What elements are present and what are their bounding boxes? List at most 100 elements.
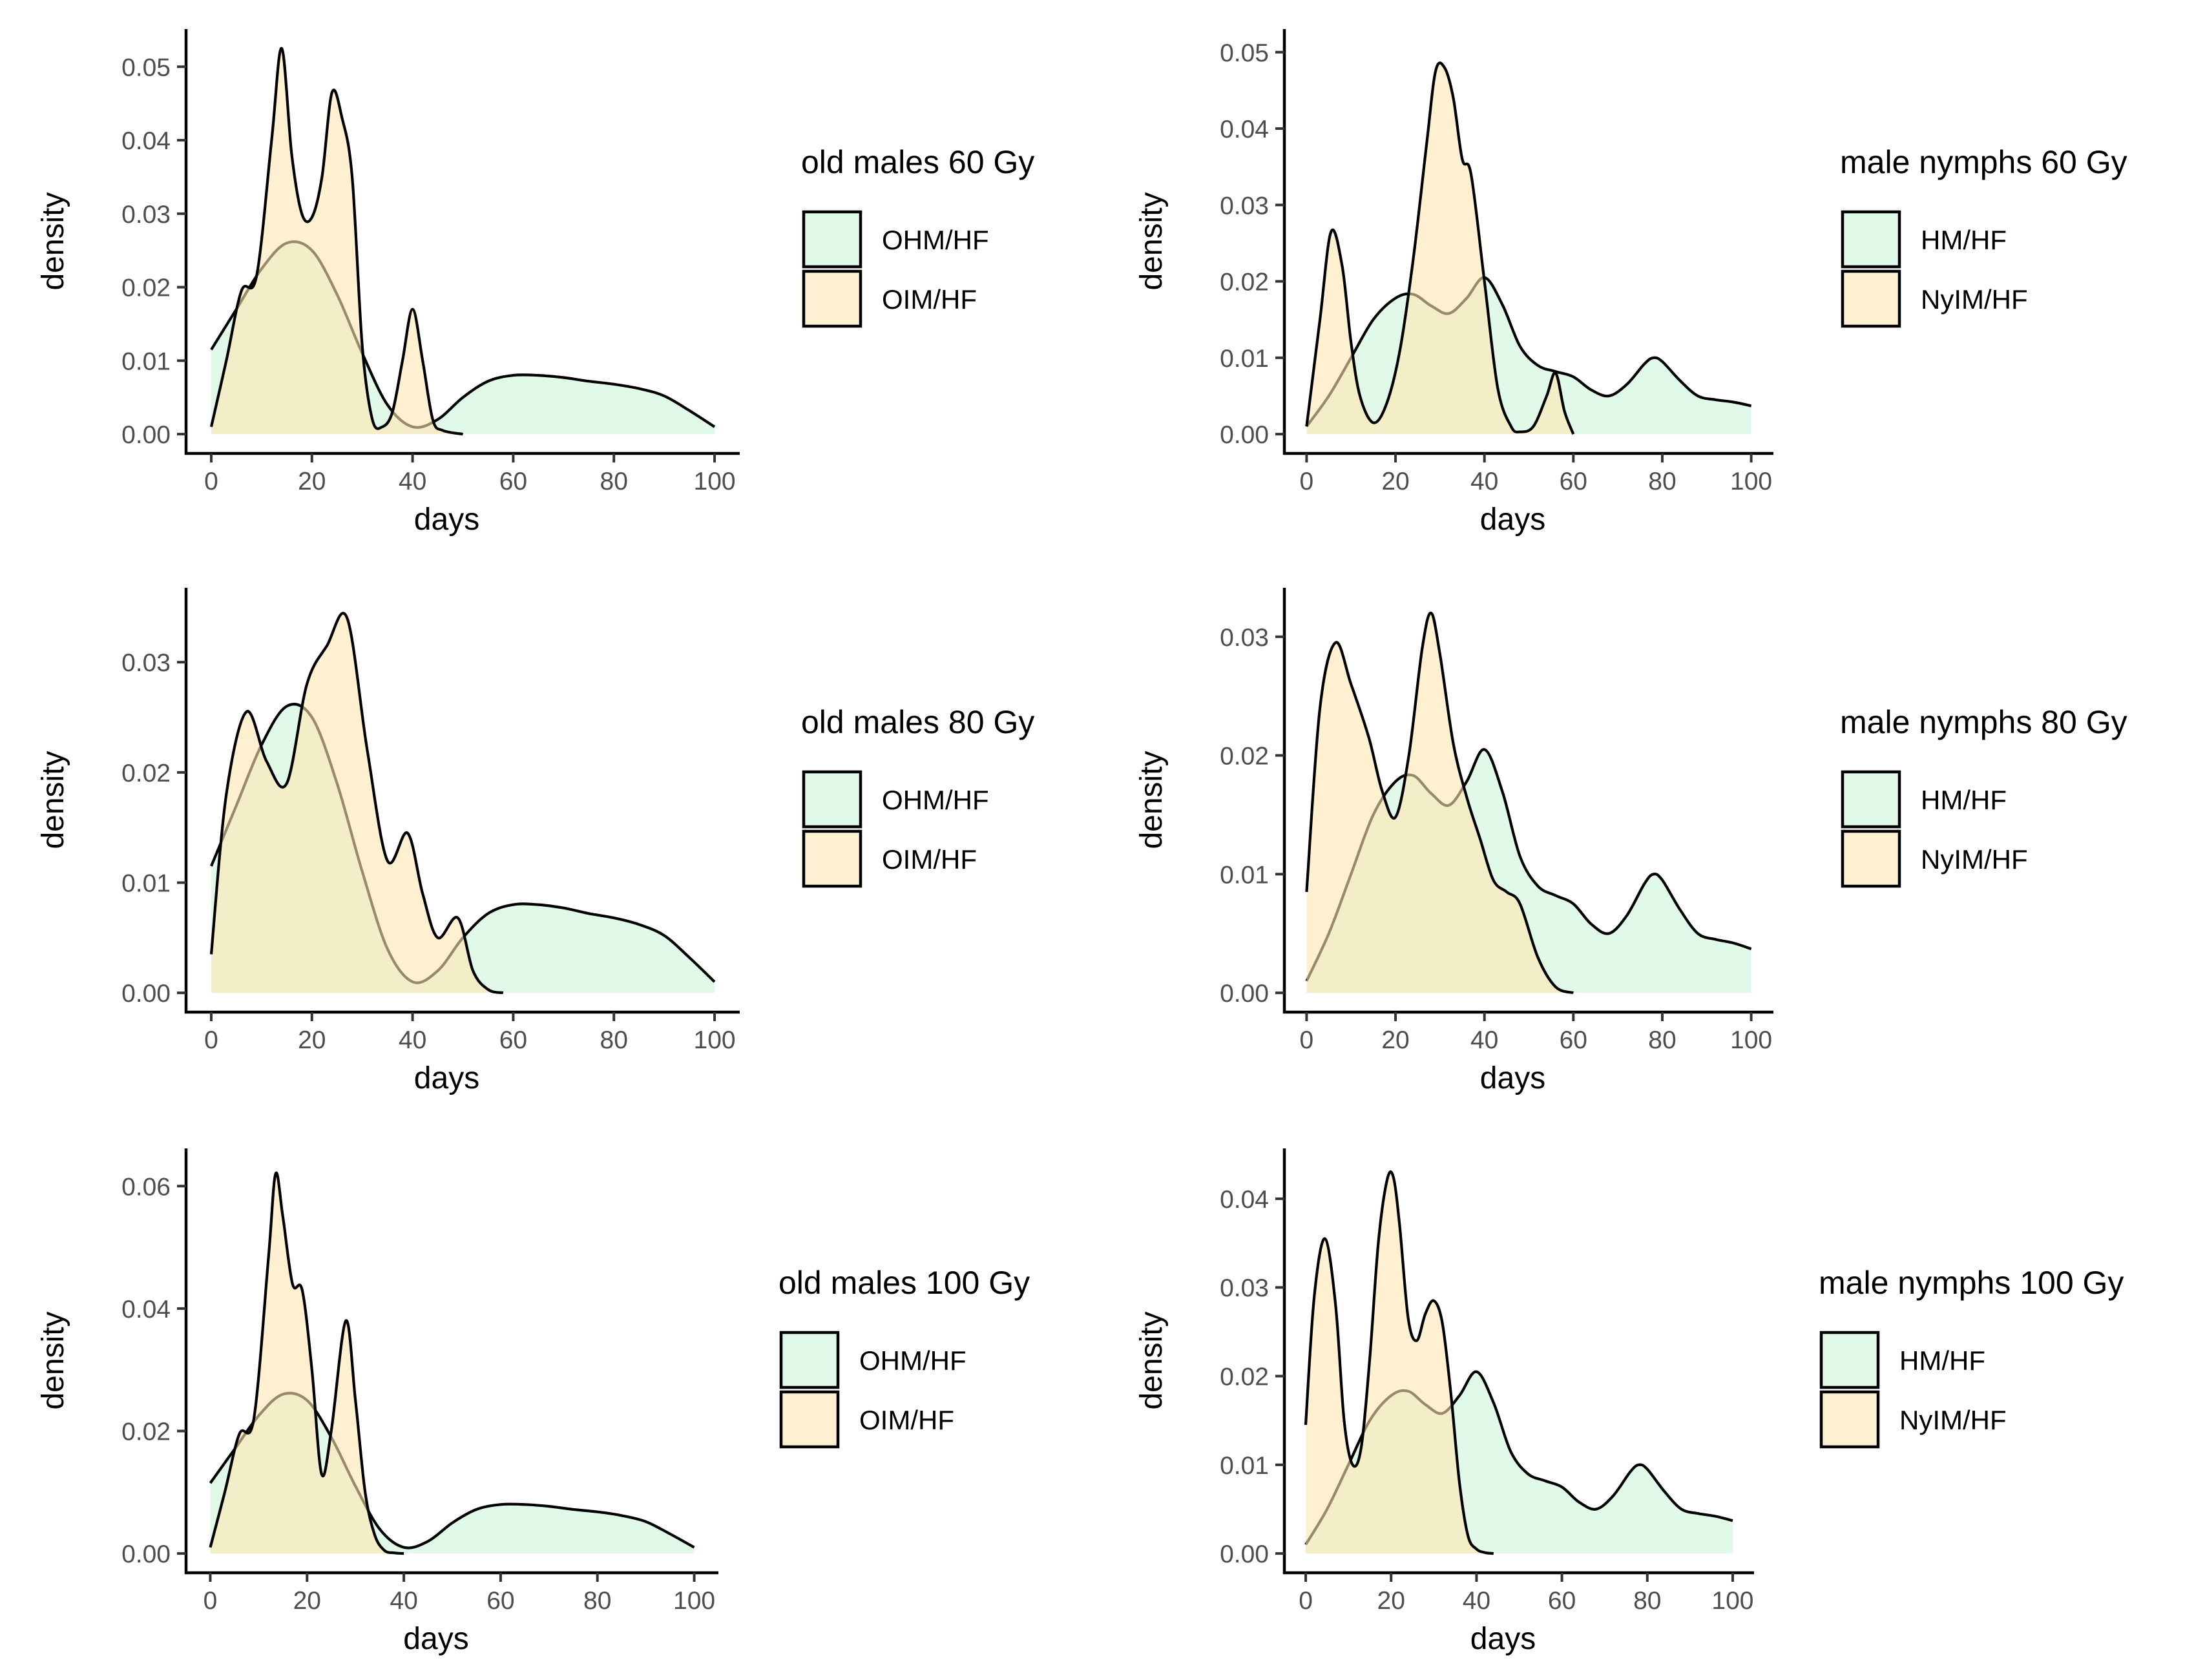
legend-key-oim-hf (802, 269, 862, 328)
y-tick-label: 0.04 (121, 127, 171, 155)
legend-label-hm-hf: HM/HF (1921, 785, 2007, 815)
x-tick-label: 20 (298, 468, 326, 495)
y-tick-label: 0.01 (121, 347, 171, 375)
y-axis-title: density (1134, 751, 1169, 849)
legend-key-nyim-hf (1841, 269, 1901, 328)
density-line-nyim-hf (1305, 612, 1574, 995)
legend: male nymphs 60 Gy HM/HF NyIM/HF (1840, 144, 2127, 328)
y-tick-label: 0.00 (1220, 421, 1269, 449)
legend-title: old males 100 Gy (779, 1265, 1030, 1301)
x-tick-label: 60 (499, 1026, 527, 1054)
x-tick-label: 60 (1548, 1587, 1576, 1615)
legend-label-ohm-hf: OHM/HF (859, 1345, 967, 1376)
y-tick-label: 0.06 (121, 1173, 171, 1201)
panel-old-males-100: 0 20 40 60 80 100 0.00 0.02 0.04 0.06 days density o… (36, 1148, 1030, 1656)
x-tick-label: 20 (298, 1026, 326, 1054)
panel-old-males-60: 0 20 40 60 80 100 0.00 0.01 0.02 0.03 0.04 0.05 days… (36, 29, 1034, 537)
x-tick-label: 60 (1560, 1026, 1587, 1054)
legend-key-ohm-hf (802, 210, 862, 269)
density-line-hm-hf (1305, 276, 1752, 428)
y-tick-label: 0.03 (1220, 624, 1269, 652)
legend-title: male nymphs 60 Gy (1840, 144, 2127, 180)
x-tick-label: 0 (1300, 1026, 1314, 1054)
legend-key-oim-hf (779, 1390, 840, 1449)
density-area-nyim-hf (1306, 613, 1574, 993)
x-tick-label: 100 (1730, 468, 1772, 495)
x-tick-label: 60 (1560, 468, 1587, 495)
x-tick-label: 100 (673, 1587, 715, 1615)
x-tick-label: 0 (204, 1587, 218, 1615)
x-tick-label: 100 (694, 468, 736, 495)
y-tick-label: 0.00 (1220, 980, 1269, 1008)
y-tick-label: 0.01 (121, 869, 171, 897)
x-tick-label: 80 (583, 1587, 611, 1615)
x-tick-label: 80 (1648, 1026, 1676, 1054)
y-tick-label: 0.00 (121, 980, 171, 1008)
panel-male-nymphs-100: 0 20 40 60 80 100 0.00 0.01 0.02 0.03 0.04 days dens… (1134, 1148, 2124, 1656)
density-line-nyim-hf (1305, 61, 1575, 435)
x-tick-label: 100 (1711, 1587, 1753, 1615)
y-tick-label: 0.00 (121, 1540, 171, 1568)
x-tick-label: 20 (1377, 1587, 1405, 1615)
y-tick-label: 0.02 (1220, 269, 1269, 296)
y-axis-title: density (36, 1311, 70, 1409)
legend-label-hm-hf: HM/HF (1899, 1345, 1985, 1376)
x-axis-title: days (1480, 1061, 1545, 1095)
legend-title: male nymphs 80 Gy (1840, 704, 2127, 740)
y-tick-label: 0.03 (1220, 192, 1269, 220)
x-tick-label: 20 (1381, 1026, 1409, 1054)
legend-label-nyim-hf: NyIM/HF (1921, 844, 2028, 875)
x-tick-label: 40 (1463, 1587, 1490, 1615)
x-tick-label: 80 (1648, 468, 1676, 495)
legend-key-hm-hf (1841, 210, 1901, 269)
y-axis-title: density (1134, 1311, 1169, 1409)
legend-label-oim-hf: OIM/HF (882, 284, 977, 315)
x-tick-label: 40 (390, 1587, 417, 1615)
legend-label-nyim-hf: NyIM/HF (1899, 1405, 2007, 1435)
density-area-oim-hf (210, 1172, 404, 1554)
x-tick-label: 0 (1300, 468, 1314, 495)
legend-key-hm-hf (1819, 1331, 1880, 1389)
density-area-nyim-hf (1306, 63, 1574, 435)
density-line-oim-hf (209, 1171, 404, 1555)
density-line-nyim-hf (1304, 1170, 1494, 1555)
x-axis-title: days (414, 503, 479, 537)
density-line-oim-hf (209, 47, 463, 436)
legend-label-oim-hf: OIM/HF (859, 1405, 954, 1435)
y-axis-title: density (36, 192, 70, 290)
legend-label-oim-hf: OIM/HF (882, 844, 977, 875)
x-axis-title: days (414, 1061, 479, 1095)
panel-old-males-80: 0 20 40 60 80 100 0.00 0.01 0.02 0.03 days density o… (36, 588, 1034, 1095)
legend-key-hm-hf (1841, 770, 1901, 829)
density-line-hm-hf (1305, 748, 1752, 982)
y-tick-label: 0.02 (1220, 1364, 1269, 1391)
y-tick-label: 0.04 (1220, 116, 1269, 143)
x-tick-label: 80 (1633, 1587, 1661, 1615)
panel-male-nymphs-60: 0 20 40 60 80 100 0.00 0.01 0.02 0.03 0.04 0.05 days… (1134, 29, 2127, 537)
density-area-oim-hf (211, 48, 463, 435)
y-tick-label: 0.02 (121, 1418, 171, 1446)
x-tick-label: 100 (1730, 1026, 1772, 1054)
x-tick-label: 60 (499, 468, 527, 495)
density-area-oim-hf (211, 613, 503, 993)
legend-title: male nymphs 100 Gy (1819, 1265, 2124, 1301)
y-tick-label: 0.01 (1220, 1452, 1269, 1480)
y-tick-label: 0.01 (1220, 861, 1269, 889)
y-tick-label: 0.01 (1220, 345, 1269, 373)
legend-key-oim-hf (802, 829, 862, 888)
legend-label-ohm-hf: OHM/HF (882, 785, 989, 815)
legend-key-ohm-hf (802, 770, 862, 829)
legend-key-nyim-hf (1841, 829, 1901, 888)
legend-label-hm-hf: HM/HF (1921, 225, 2007, 255)
x-tick-label: 60 (486, 1587, 514, 1615)
legend: old males 100 Gy OHM/HF OIM/HF (779, 1265, 1030, 1449)
y-tick-label: 0.03 (121, 201, 171, 229)
legend: old males 60 Gy OHM/HF OIM/HF (801, 144, 1034, 328)
y-axis-title: density (36, 751, 70, 849)
legend-key-ohm-hf (779, 1331, 840, 1389)
y-tick-label: 0.04 (121, 1296, 171, 1323)
y-tick-label: 0.05 (1220, 39, 1269, 67)
x-tick-label: 20 (293, 1587, 321, 1615)
y-tick-label: 0.05 (121, 54, 171, 81)
